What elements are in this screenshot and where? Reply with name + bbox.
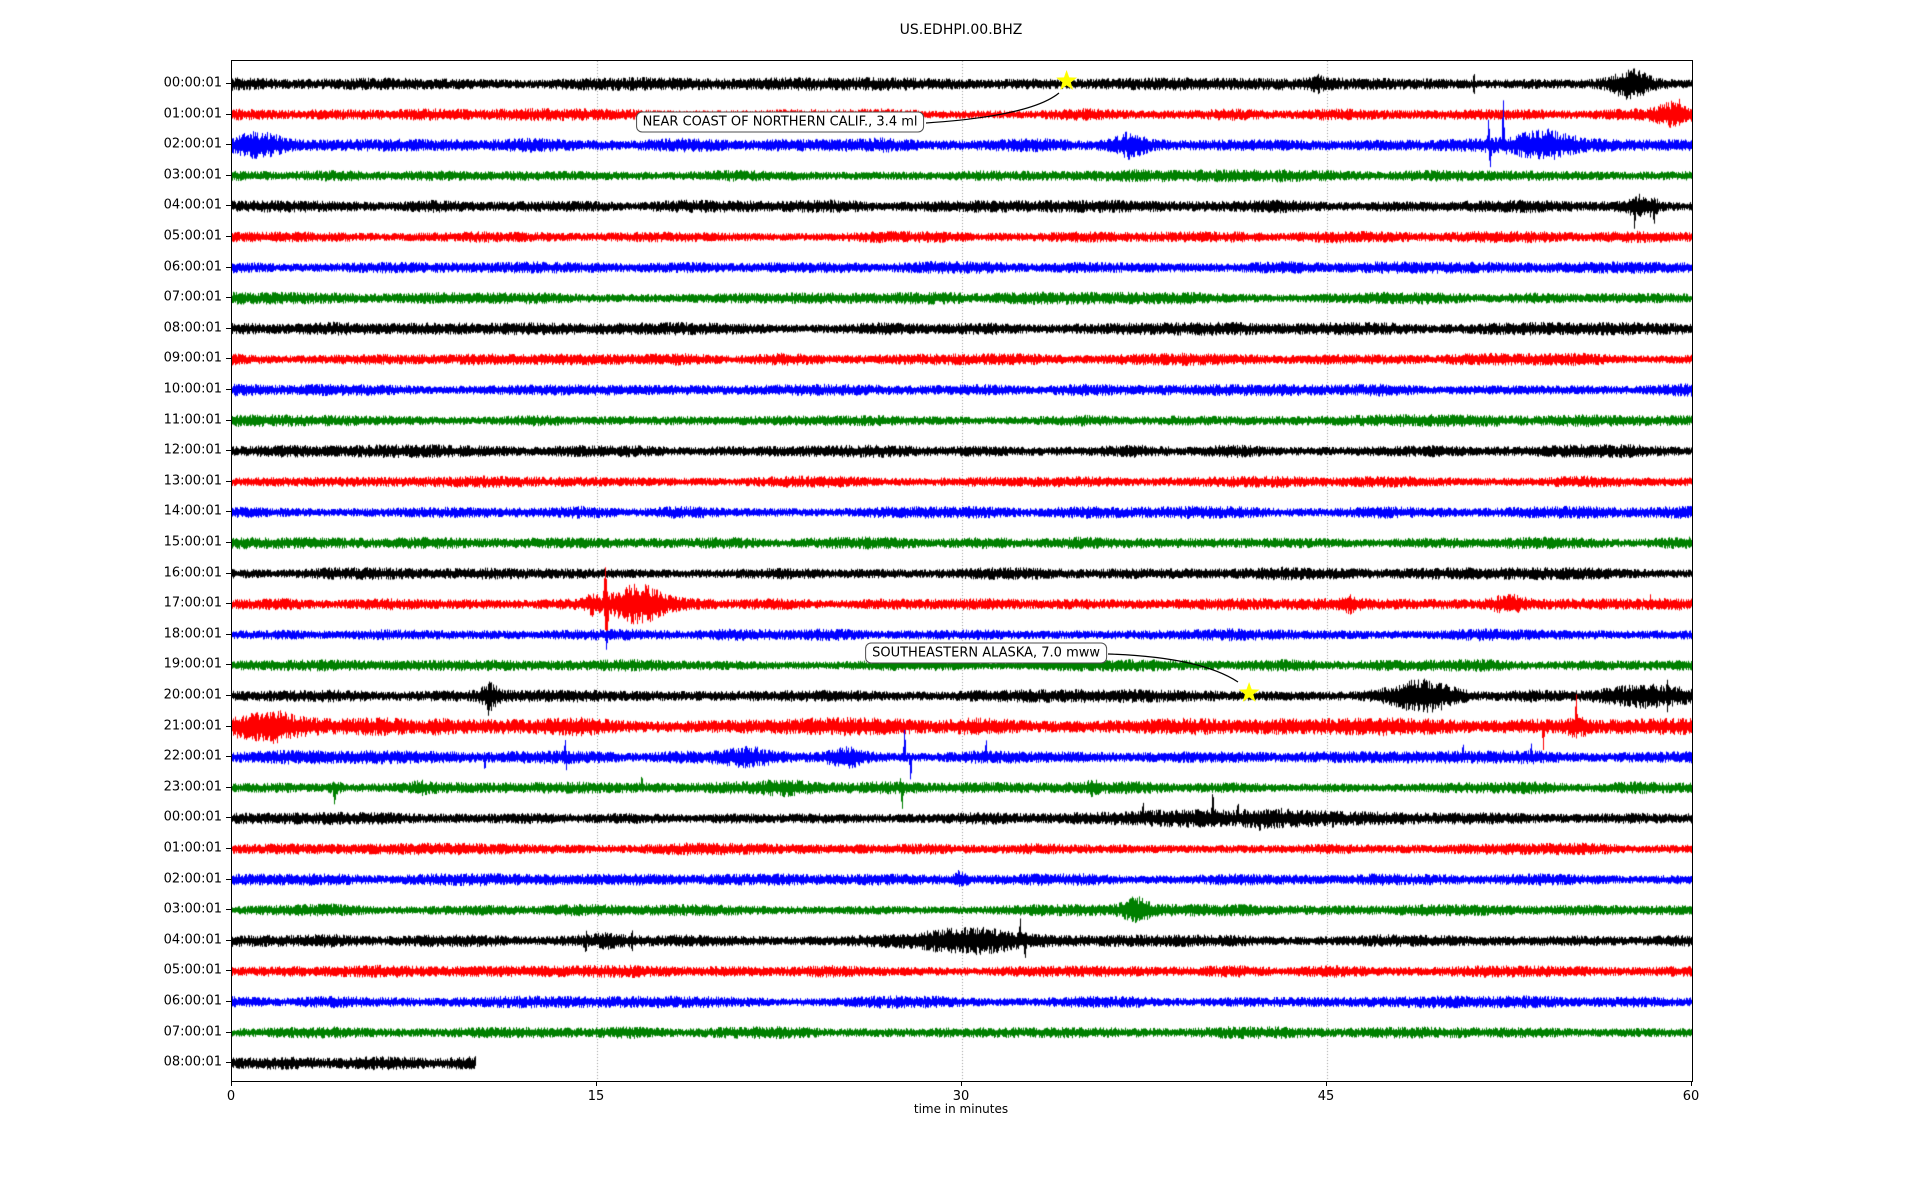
y-tick-mark [226, 817, 231, 819]
y-tick-label: 13:00:01 [163, 473, 222, 489]
y-tick-label: 14:00:01 [163, 503, 222, 519]
y-tick-label: 07:00:01 [163, 289, 222, 305]
y-tick-mark [226, 266, 231, 268]
y-tick-label: 21:00:01 [163, 718, 222, 734]
y-tick-label: 06:00:01 [163, 993, 222, 1009]
y-tick-label: 03:00:01 [163, 901, 222, 917]
x-tick-label: 30 [952, 1089, 970, 1104]
y-tick-mark [226, 511, 231, 513]
y-tick-mark [226, 1001, 231, 1002]
y-tick-label: 22:00:01 [163, 748, 222, 764]
y-tick-mark [226, 1062, 231, 1064]
y-tick-label: 09:00:01 [163, 350, 222, 366]
y-tick-label: 03:00:01 [163, 167, 222, 183]
y-tick-label: 00:00:01 [163, 809, 222, 825]
y-tick-label: 10:00:01 [163, 381, 222, 397]
y-tick-label: 08:00:01 [163, 320, 222, 336]
y-tick-mark [226, 603, 231, 605]
y-tick-label: 15:00:01 [163, 534, 222, 550]
y-tick-label: 02:00:01 [163, 871, 222, 887]
y-tick-label: 19:00:01 [163, 656, 222, 672]
y-tick-label: 01:00:01 [163, 840, 222, 856]
y-tick-mark [226, 572, 231, 574]
y-tick-mark [226, 786, 231, 788]
y-tick-label: 16:00:01 [163, 565, 222, 581]
y-tick-mark [226, 327, 231, 329]
y-tick-mark [226, 633, 231, 635]
y-tick-label: 18:00:01 [163, 626, 222, 642]
y-tick-label: 23:00:01 [163, 779, 222, 795]
y-tick-label: 12:00:01 [163, 442, 222, 458]
y-tick-mark [226, 939, 231, 941]
event-annotation-southeastern-alaska: SOUTHEASTERN ALASKA, 7.0 mww [865, 642, 1107, 664]
y-tick-label: 07:00:01 [163, 1024, 222, 1040]
y-tick-mark [226, 756, 231, 758]
y-tick-mark [226, 695, 231, 696]
x-tick-label: 0 [226, 1089, 236, 1104]
y-tick-label: 01:00:01 [163, 106, 222, 122]
y-tick-label: 20:00:01 [163, 687, 222, 703]
x-tick-label: 60 [1682, 1089, 1700, 1104]
y-tick-mark [226, 236, 231, 237]
y-tick-mark [226, 542, 231, 543]
y-tick-mark [226, 848, 231, 849]
x-tick-mark [231, 1081, 232, 1086]
y-tick-label: 05:00:01 [163, 962, 222, 978]
y-tick-mark [226, 83, 231, 84]
y-tick-label: 06:00:01 [163, 259, 222, 275]
y-tick-mark [226, 970, 231, 972]
y-tick-label: 02:00:01 [163, 136, 222, 152]
y-tick-label: 00:00:01 [163, 75, 222, 91]
y-tick-mark [226, 297, 231, 299]
y-tick-mark [226, 144, 231, 146]
y-tick-mark [226, 664, 231, 666]
x-tick-label: 15 [587, 1089, 605, 1104]
event-annotation-northern-calif: NEAR COAST OF NORTHERN CALIF., 3.4 ml [635, 111, 925, 133]
x-tick-mark [1691, 1081, 1692, 1086]
seismogram-trace-canvas [232, 61, 1692, 1081]
plot-area [231, 60, 1693, 1082]
y-tick-mark [226, 205, 231, 207]
y-tick-label: 17:00:01 [163, 595, 222, 611]
y-tick-mark [226, 174, 231, 176]
chart-title: US.EDHPI.00.BHZ [899, 22, 1023, 38]
y-tick-mark [226, 480, 231, 482]
y-tick-label: 04:00:01 [163, 197, 222, 213]
y-tick-mark [226, 389, 231, 390]
x-tick-mark [1326, 1081, 1327, 1086]
y-tick-mark [226, 725, 231, 727]
x-tick-mark [596, 1081, 597, 1086]
y-tick-label: 11:00:01 [163, 412, 222, 428]
y-tick-mark [226, 358, 231, 360]
y-tick-mark [226, 1031, 231, 1033]
y-tick-label: 08:00:01 [163, 1054, 222, 1070]
y-tick-label: 04:00:01 [163, 932, 222, 948]
x-tick-label: 45 [1317, 1089, 1335, 1104]
y-tick-mark [226, 419, 231, 421]
y-tick-mark [226, 113, 231, 115]
y-tick-label: 05:00:01 [163, 228, 222, 244]
y-tick-mark [226, 450, 231, 452]
x-axis-label: time in minutes [913, 1102, 1009, 1116]
y-tick-mark [226, 878, 231, 880]
x-tick-mark [961, 1081, 962, 1086]
y-tick-mark [226, 909, 231, 911]
